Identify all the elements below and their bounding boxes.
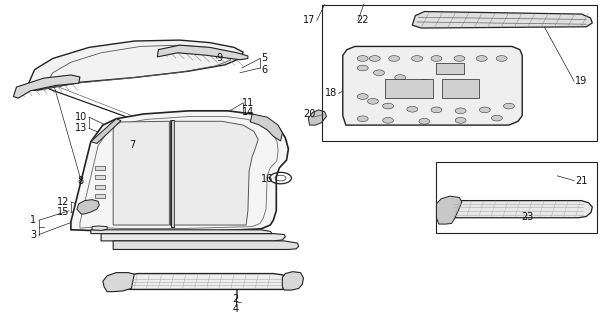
- Circle shape: [480, 107, 490, 113]
- Circle shape: [382, 103, 393, 109]
- Circle shape: [492, 115, 502, 121]
- Bar: [443, 79, 479, 98]
- Bar: [436, 162, 597, 233]
- Text: 16: 16: [261, 174, 274, 184]
- Circle shape: [358, 94, 368, 100]
- Bar: [95, 194, 105, 198]
- Circle shape: [407, 106, 418, 112]
- Bar: [322, 4, 597, 141]
- Text: 6: 6: [261, 65, 267, 75]
- Text: 9: 9: [216, 53, 222, 63]
- Circle shape: [382, 117, 393, 123]
- Polygon shape: [412, 12, 592, 28]
- Text: 20: 20: [304, 109, 316, 119]
- Polygon shape: [77, 200, 100, 214]
- Bar: [95, 185, 105, 188]
- Text: 21: 21: [575, 176, 588, 186]
- Polygon shape: [101, 234, 285, 241]
- Polygon shape: [119, 274, 290, 289]
- Circle shape: [373, 70, 384, 76]
- Polygon shape: [71, 111, 288, 232]
- Circle shape: [388, 56, 399, 61]
- Circle shape: [455, 108, 466, 114]
- Text: 11: 11: [242, 98, 254, 108]
- Polygon shape: [103, 273, 134, 292]
- Polygon shape: [436, 196, 462, 224]
- Polygon shape: [113, 241, 299, 250]
- Circle shape: [431, 107, 442, 113]
- Polygon shape: [308, 110, 327, 125]
- Polygon shape: [282, 272, 304, 290]
- Circle shape: [419, 118, 430, 124]
- Polygon shape: [91, 230, 272, 234]
- Polygon shape: [171, 120, 174, 227]
- Bar: [385, 79, 433, 98]
- Circle shape: [358, 56, 368, 61]
- Bar: [95, 166, 105, 170]
- Polygon shape: [174, 121, 258, 225]
- Text: 2: 2: [232, 294, 239, 304]
- Polygon shape: [13, 75, 80, 98]
- Circle shape: [358, 65, 368, 71]
- Text: 3: 3: [30, 229, 36, 240]
- Text: 7: 7: [129, 140, 135, 150]
- Circle shape: [497, 56, 507, 61]
- Circle shape: [395, 75, 405, 80]
- Text: 5: 5: [261, 53, 268, 63]
- Circle shape: [368, 99, 378, 104]
- Polygon shape: [250, 114, 282, 141]
- Text: 17: 17: [304, 15, 316, 25]
- Circle shape: [370, 56, 380, 61]
- Text: 4: 4: [232, 304, 239, 314]
- Text: 19: 19: [575, 76, 588, 86]
- Text: 12: 12: [57, 197, 70, 207]
- Polygon shape: [91, 119, 121, 143]
- Circle shape: [455, 117, 466, 123]
- Polygon shape: [92, 226, 107, 230]
- Polygon shape: [25, 40, 243, 90]
- Text: 13: 13: [75, 123, 87, 133]
- Circle shape: [454, 56, 465, 61]
- Circle shape: [476, 56, 487, 61]
- Text: 1: 1: [30, 215, 36, 225]
- Bar: [436, 63, 464, 74]
- Circle shape: [358, 116, 368, 122]
- Text: 23: 23: [521, 212, 534, 222]
- Text: 14: 14: [242, 108, 254, 117]
- Circle shape: [412, 56, 422, 61]
- Circle shape: [503, 103, 514, 109]
- Polygon shape: [447, 201, 592, 218]
- Text: 10: 10: [75, 112, 87, 122]
- Polygon shape: [157, 45, 248, 60]
- Polygon shape: [113, 121, 169, 225]
- Circle shape: [419, 79, 430, 85]
- Bar: [95, 175, 105, 179]
- Text: 8: 8: [77, 176, 83, 186]
- Circle shape: [431, 56, 442, 61]
- Text: 22: 22: [357, 15, 369, 25]
- Text: 18: 18: [325, 88, 337, 98]
- Text: 15: 15: [57, 207, 70, 217]
- Polygon shape: [343, 46, 522, 125]
